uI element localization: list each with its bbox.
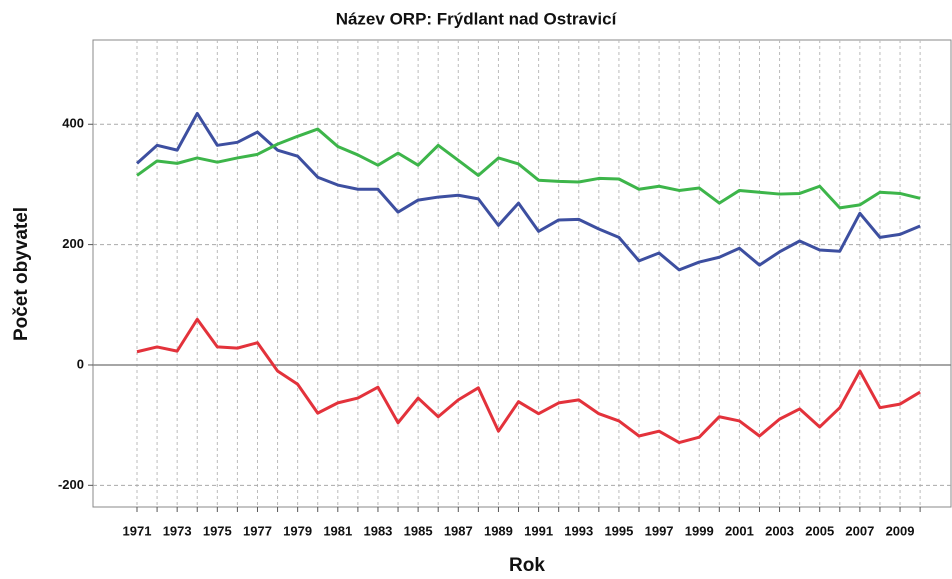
series-line — [135, 111, 921, 272]
x-tick-label: 2007 — [845, 523, 874, 538]
x-tick-label: 1999 — [685, 523, 714, 538]
x-tick-label: 1977 — [243, 523, 272, 538]
x-tick-label: 1975 — [203, 523, 232, 538]
x-tick-label: 1973 — [163, 523, 192, 538]
x-tick-label: 1987 — [444, 523, 473, 538]
x-tick-label: 1991 — [524, 523, 553, 538]
x-tick-label: 2001 — [725, 523, 754, 538]
y-tick-label: 200 — [62, 236, 84, 251]
x-tick-label: 1985 — [404, 523, 433, 538]
x-tick-label: 1989 — [484, 523, 513, 538]
series-line — [136, 127, 921, 210]
y-tick-label: 400 — [62, 116, 84, 131]
series-line — [136, 317, 921, 445]
x-tick-label: 2005 — [805, 523, 834, 538]
y-axis-title: Počet obyvatel — [11, 207, 32, 341]
x-tick-label: 1979 — [283, 523, 312, 538]
y-tick-label: -200 — [58, 477, 84, 492]
x-tick-label: 1995 — [604, 523, 633, 538]
y-tick-label: 0 — [77, 356, 84, 371]
plot-frame — [92, 39, 952, 508]
x-tick-label: 1997 — [645, 523, 674, 538]
x-tick-label: 1981 — [323, 523, 352, 538]
chart-title: Název ORP: Frýdlant nad Ostravicí — [336, 9, 618, 28]
x-axis-title: Rok — [509, 555, 545, 576]
x-tick-label: 2003 — [765, 523, 794, 538]
x-tick-label: 1983 — [363, 523, 392, 538]
x-tick-label: 1993 — [564, 523, 593, 538]
x-tick-label: 2009 — [886, 523, 915, 538]
x-tick-label: 1971 — [123, 523, 152, 538]
